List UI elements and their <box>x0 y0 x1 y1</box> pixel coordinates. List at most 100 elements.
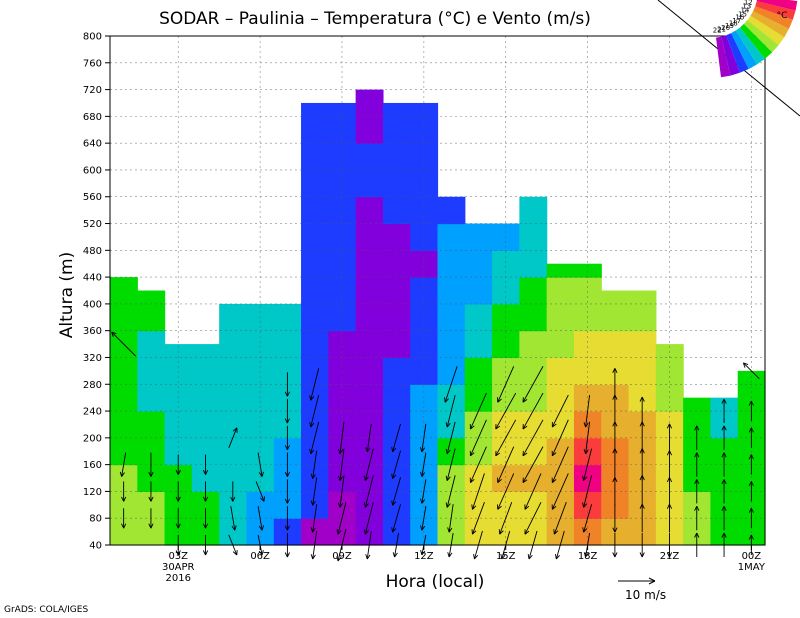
wind-arrow <box>472 473 485 510</box>
wind-arrowhead <box>497 477 502 483</box>
wind-arrowhead <box>392 552 398 558</box>
y-axis-label: Altura (m) <box>57 252 77 338</box>
temperature-cell <box>519 357 548 385</box>
temperature-cell <box>546 277 575 305</box>
legend-swatch <box>753 6 793 29</box>
y-tick-label: 800 <box>83 32 102 43</box>
temperature-cell <box>219 357 248 385</box>
wind-arrow <box>392 477 401 506</box>
wind-arrowhead <box>310 473 316 479</box>
temperature-cell <box>382 277 411 305</box>
temperature-cell <box>137 330 166 359</box>
temperature-cell <box>410 277 439 305</box>
wind-arrowhead <box>551 450 557 457</box>
temperature-cell <box>355 223 384 251</box>
temperature-cell <box>382 357 411 385</box>
wind-arrow <box>257 452 263 477</box>
wind-arrowhead <box>310 554 316 560</box>
wind-arrowhead <box>612 527 618 533</box>
temperature-cell <box>546 263 575 278</box>
temperature-cell <box>519 464 548 493</box>
wind-arrowhead <box>284 498 290 504</box>
y-tick-label: 80 <box>89 514 102 525</box>
temperature-cell <box>382 116 411 144</box>
wind-arrowhead <box>495 424 501 430</box>
y-tick-label: 160 <box>83 460 102 471</box>
wind-arrow <box>499 502 513 535</box>
temperature-cell <box>328 330 357 359</box>
wind-arrowhead <box>582 502 588 508</box>
temperature-cell <box>519 330 548 359</box>
wind-arrowhead <box>612 368 618 373</box>
temperature-cell <box>464 437 493 466</box>
temperature-cell <box>137 411 166 439</box>
temperature-cell <box>301 102 329 117</box>
temperature-cell <box>519 277 548 305</box>
wind-arrowhead <box>694 532 700 538</box>
wind-arrow <box>257 506 263 531</box>
wind-arrowhead <box>582 527 588 533</box>
wind-arrowhead <box>498 529 504 535</box>
temperature-cell <box>573 303 602 332</box>
wind-arrow <box>421 506 427 531</box>
x-tick-label: 03Z <box>168 551 188 562</box>
wind-arrowhead <box>447 527 453 533</box>
wind-arrowhead <box>445 448 451 455</box>
temperature-cell <box>410 303 439 332</box>
wind-arrowhead <box>337 502 344 508</box>
temperature-cell <box>737 370 766 385</box>
temperature-cell <box>492 411 520 439</box>
wind-arrowhead <box>522 450 528 457</box>
temperature-cell <box>410 518 439 546</box>
temperature-cell <box>546 357 575 385</box>
x-axis-label: Hora (local) <box>386 572 485 592</box>
wind-arrowhead <box>309 395 315 401</box>
wind-arrowhead <box>337 448 344 455</box>
wind-arrowhead <box>748 454 754 460</box>
x-tick-label: 12Z <box>414 551 434 562</box>
temperature-cell <box>410 143 439 171</box>
temperature-cell <box>437 437 466 466</box>
wind-arrow <box>585 394 591 428</box>
wind-arrowhead <box>639 552 645 558</box>
temperature-cell <box>219 303 248 332</box>
wind-arrowhead <box>336 556 342 562</box>
wind-arrow <box>551 446 569 483</box>
wind-arrowhead <box>284 418 290 424</box>
temperature-cell <box>191 411 220 439</box>
wind-arrowhead <box>444 397 449 403</box>
y-tick-label: 240 <box>83 407 102 418</box>
footer-credit: GrADS: COLA/IGES <box>4 605 88 615</box>
temperature-cell <box>410 223 439 251</box>
wind-arrowhead <box>148 471 154 477</box>
temperature-cell <box>355 169 384 198</box>
wind-arrowhead <box>721 506 727 511</box>
temperature-cell <box>355 196 384 225</box>
wind-arrowhead <box>202 469 209 475</box>
wind-arrow <box>421 452 427 477</box>
temperature-cell <box>355 357 384 385</box>
temperature-cell <box>519 223 548 251</box>
wind-arrow <box>497 366 515 403</box>
temperature-cell <box>382 411 411 439</box>
wind-arrow <box>497 473 515 510</box>
temperature-cell <box>301 303 329 332</box>
temperature-cell <box>410 169 439 198</box>
temperature-cell <box>410 330 439 359</box>
temperature-cell <box>164 411 193 439</box>
wind-arrow <box>583 504 593 533</box>
temperature-cell <box>301 223 329 251</box>
temperature-cell <box>301 384 329 412</box>
temperature-cell <box>464 464 493 493</box>
wind-arrowhead <box>258 525 264 531</box>
legend-swatch <box>743 20 779 53</box>
color-legend: 222120191817161514131211 °C <box>657 0 800 117</box>
temperature-cell <box>328 491 357 519</box>
wind-arrowhead <box>694 452 700 458</box>
y-tick-label: 200 <box>83 433 102 444</box>
temperature-cell <box>546 437 575 466</box>
wind-arrowhead <box>471 504 477 510</box>
temperature-cell <box>492 330 520 359</box>
wind-arrowhead <box>391 446 397 453</box>
wind-arrow <box>524 502 542 535</box>
